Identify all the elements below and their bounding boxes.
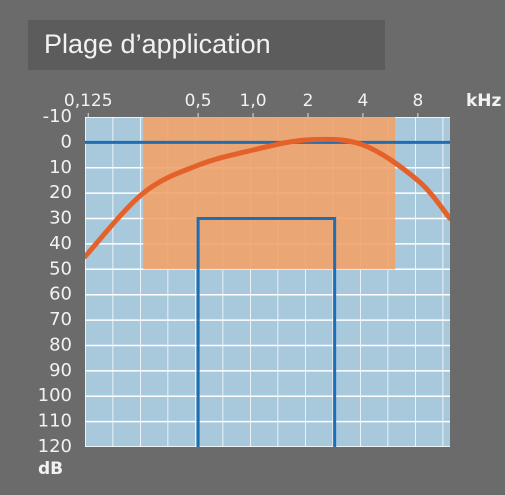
x-tick-label: 0,5 bbox=[185, 91, 212, 111]
y-tick-label: 100 bbox=[38, 385, 72, 406]
range-bracket bbox=[196, 217, 337, 447]
y-tick-label: 110 bbox=[38, 411, 72, 432]
y-tick-label: 20 bbox=[49, 182, 72, 203]
y-tick-label: 60 bbox=[49, 284, 72, 305]
y-tick-label: 0 bbox=[61, 131, 72, 152]
y-tick-label: 90 bbox=[49, 360, 72, 381]
x-tick-label: 8 bbox=[412, 91, 423, 111]
x-tick-label: 2 bbox=[303, 91, 314, 111]
y-tick-label: 80 bbox=[49, 334, 72, 355]
x-tick-label: 0,125 bbox=[64, 91, 113, 111]
x-tick-label: 4 bbox=[358, 91, 369, 111]
x-unit: kHz bbox=[466, 91, 502, 111]
curve bbox=[85, 136, 450, 260]
plot bbox=[85, 117, 450, 447]
x-tick-label: 1,0 bbox=[240, 91, 267, 111]
y-tick-label: 40 bbox=[49, 233, 72, 254]
y-tick-label: 10 bbox=[49, 157, 72, 178]
chart-title: Plage d’application bbox=[44, 29, 271, 59]
y-tick-label: 50 bbox=[49, 258, 72, 279]
y-unit: dB bbox=[38, 459, 63, 479]
title-box bbox=[28, 20, 385, 70]
y-tick-label: 70 bbox=[49, 309, 72, 330]
y-tick-label: 120 bbox=[38, 436, 72, 457]
range-area bbox=[143, 117, 396, 270]
y-tick-label: -10 bbox=[43, 106, 72, 127]
y-tick-label: 30 bbox=[49, 208, 72, 229]
